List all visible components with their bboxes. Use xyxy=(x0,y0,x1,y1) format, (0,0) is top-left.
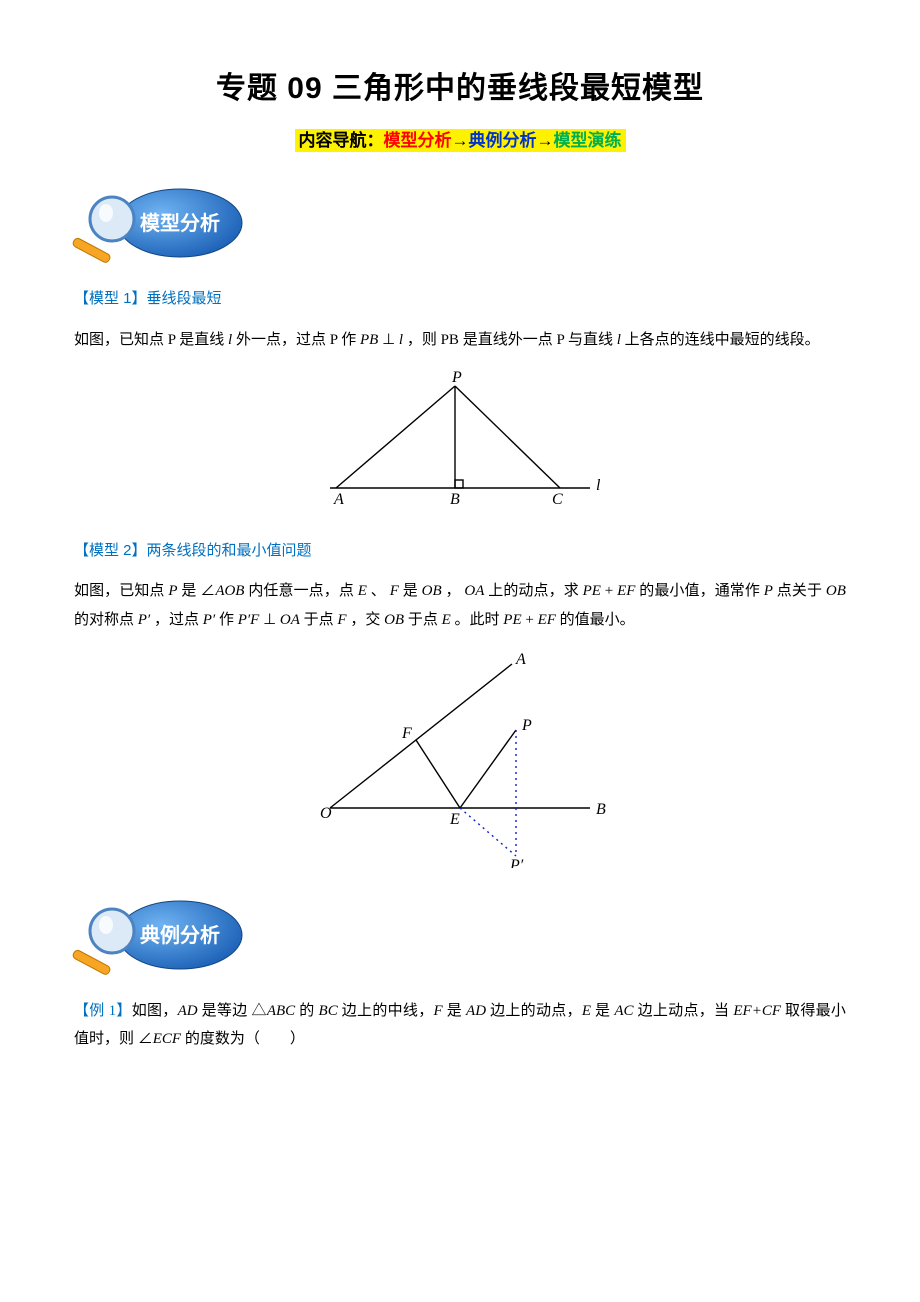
example1-head: 【例 1】 xyxy=(74,1003,132,1019)
label-l: l xyxy=(596,477,601,494)
nav-item-1: 模型分析 xyxy=(384,131,452,150)
nav-label: 内容导航： xyxy=(299,131,384,150)
label-P: P xyxy=(451,369,462,386)
label-B: B xyxy=(450,491,460,508)
example1-text: 【例 1】如图，AD 是等边 △ABC 的 BC 边上的中线，F 是 AD 边上… xyxy=(74,997,846,1054)
nav-item-3: 模型演练 xyxy=(554,131,622,150)
model1-diagram: P A B C l xyxy=(74,368,846,519)
label-O: O xyxy=(320,805,332,822)
page-title: 专题 09 三角形中的垂线段最短模型 xyxy=(74,60,846,117)
nav-banner: 内容导航：模型分析→典例分析→模型演练 xyxy=(74,125,846,157)
nav-arrow-1: → xyxy=(452,131,469,150)
model2-text: 如图，已知点 P 是 ∠AOB 内任意一点，点 E 、 F 是 OB ， OA … xyxy=(74,577,846,634)
label-A2: A xyxy=(515,651,526,668)
badge-example-analysis: 典例分析 xyxy=(68,897,258,977)
model1-text: 如图，已知点 P 是直线 l 外一点，过点 P 作 PB ⊥ l ，则 PB 是… xyxy=(74,326,846,355)
model2-heading: 【模型 2】两条线段的和最小值问题 xyxy=(74,537,846,566)
label-F: F xyxy=(401,725,412,742)
label-C: C xyxy=(552,491,563,508)
model2-diagram: O A B F E P P′ xyxy=(74,648,846,879)
label-B2: B xyxy=(596,801,606,818)
badge-text-model: 模型分析 xyxy=(140,211,220,235)
label-Pp: P′ xyxy=(509,857,524,868)
model1-heading: 【模型 1】垂线段最短 xyxy=(74,285,846,314)
label-P2: P xyxy=(521,717,532,734)
label-E: E xyxy=(449,811,460,828)
nav-item-2: 典例分析 xyxy=(469,131,537,150)
nav-arrow-2: → xyxy=(537,131,554,150)
badge-text-example: 典例分析 xyxy=(140,923,220,947)
label-A: A xyxy=(333,491,344,508)
badge-model-analysis: 模型分析 xyxy=(68,185,258,265)
